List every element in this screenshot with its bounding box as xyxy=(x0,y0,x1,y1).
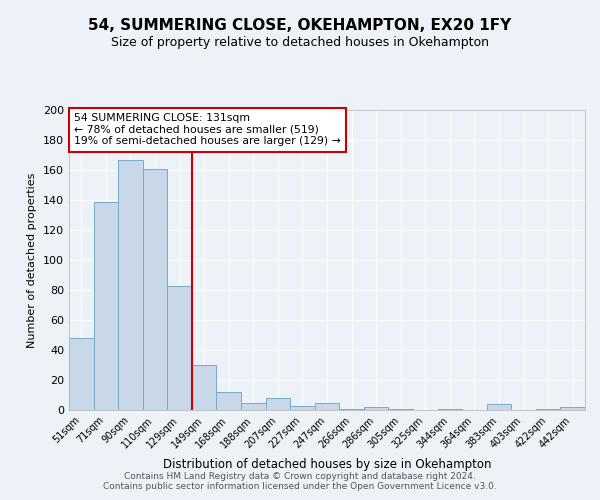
Bar xyxy=(167,286,192,410)
X-axis label: Distribution of detached houses by size in Okehampton: Distribution of detached houses by size … xyxy=(163,458,491,471)
Text: Contains public sector information licensed under the Open Government Licence v3: Contains public sector information licen… xyxy=(103,482,497,491)
Bar xyxy=(241,402,266,410)
Bar xyxy=(388,408,413,410)
Bar xyxy=(118,160,143,410)
Bar xyxy=(437,408,462,410)
Y-axis label: Number of detached properties: Number of detached properties xyxy=(28,172,37,348)
Bar xyxy=(364,407,388,410)
Text: 54, SUMMERING CLOSE, OKEHAMPTON, EX20 1FY: 54, SUMMERING CLOSE, OKEHAMPTON, EX20 1F… xyxy=(88,18,512,32)
Bar xyxy=(315,402,339,410)
Bar xyxy=(143,168,167,410)
Bar xyxy=(192,365,217,410)
Text: Size of property relative to detached houses in Okehampton: Size of property relative to detached ho… xyxy=(111,36,489,49)
Bar xyxy=(536,408,560,410)
Bar xyxy=(94,202,118,410)
Bar xyxy=(217,392,241,410)
Bar xyxy=(266,398,290,410)
Bar xyxy=(339,408,364,410)
Text: 54 SUMMERING CLOSE: 131sqm
← 78% of detached houses are smaller (519)
19% of sem: 54 SUMMERING CLOSE: 131sqm ← 78% of deta… xyxy=(74,113,341,146)
Bar xyxy=(69,338,94,410)
Text: Contains HM Land Registry data © Crown copyright and database right 2024.: Contains HM Land Registry data © Crown c… xyxy=(124,472,476,481)
Bar xyxy=(290,406,315,410)
Bar xyxy=(560,407,585,410)
Bar xyxy=(487,404,511,410)
